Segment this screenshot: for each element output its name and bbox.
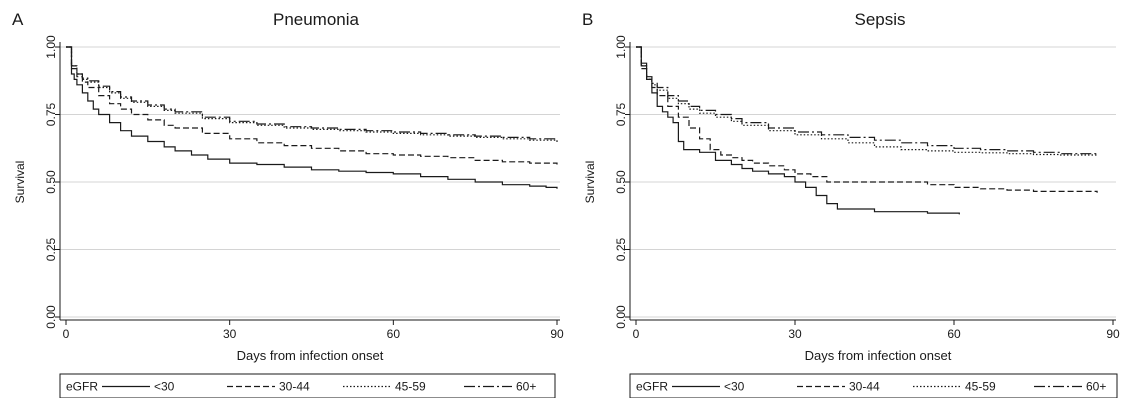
x-tick-label-0: 0 [633,327,640,341]
x-tick-label-3: 90 [550,327,564,341]
y-tick-label-4: 1.00 [44,35,58,59]
x-tick-label-2: 60 [387,327,401,341]
panel-title: Sepsis [854,10,905,29]
axes: 0 30 60 90 0.00 0.25 0.50 0.75 1.00 [614,35,1120,341]
x-tick-label-1: 30 [788,327,802,341]
panel-letter: B [582,10,593,29]
y-axis-label: Survival [13,161,27,204]
x-axis-label: Days from infection onset [237,348,384,363]
y-axis-label: Survival [583,161,597,204]
series-line-1 [66,46,558,165]
y-tick-label-3: 0.75 [614,102,628,126]
x-tick-label-1: 30 [223,327,237,341]
y-tick-label-4: 1.00 [614,35,628,59]
legend-title: eGFR [636,380,668,394]
legend: eGFR <30 30-44 45-59 60+ [629,373,1118,398]
panel-title: Pneumonia [273,10,360,29]
x-tick-label-2: 60 [947,327,961,341]
y-tick-label-0: 0.00 [44,305,58,329]
legend-label-2: 45-59 [965,380,996,394]
panel-letter: A [12,10,24,29]
legend-label-0: <30 [154,380,175,394]
y-tick-label-2: 0.50 [614,170,628,194]
axes: 0 30 60 90 0.00 0.25 0.50 0.75 1.00 [44,35,564,341]
legend: eGFR <30 30-44 45-59 60+ [59,373,556,398]
panel-pneumonia: A Pneumonia Survival Days from infection… [12,10,564,398]
series-line-0 [66,46,558,189]
y-tick-label-2: 0.50 [44,170,58,194]
y-tick-label-1: 0.25 [44,237,58,261]
legend-label-1: 30-44 [849,380,880,394]
panel-sepsis: B Sepsis Survival Days from infection on… [582,10,1120,398]
x-tick-label-0: 0 [63,327,70,341]
x-axis-label: Days from infection onset [805,348,952,363]
y-tick-label-0: 0.00 [614,305,628,329]
series-line-3 [636,46,1098,155]
y-tick-label-1: 0.25 [614,237,628,261]
y-tick-label-3: 0.75 [44,102,58,126]
series-lines [636,46,1098,215]
series-lines [66,46,558,189]
legend-label-3: 60+ [1086,380,1106,394]
series-line-0 [636,46,960,215]
series-line-1 [636,46,1098,193]
series-line-2 [636,46,1098,156]
series-line-3 [66,46,558,141]
legend-label-1: 30-44 [279,380,310,394]
x-tick-label-3: 90 [1106,327,1120,341]
legend-label-2: 45-59 [395,380,426,394]
legend-label-0: <30 [724,380,745,394]
legend-label-3: 60+ [516,380,536,394]
legend-title: eGFR [66,380,98,394]
